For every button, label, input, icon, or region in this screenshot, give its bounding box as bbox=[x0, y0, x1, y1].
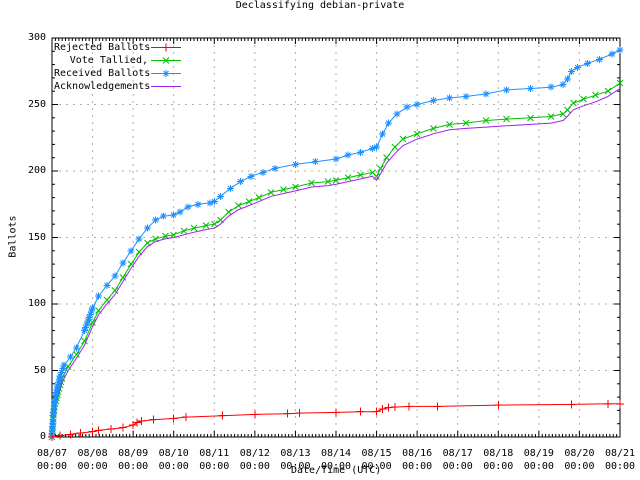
x-tick-time-label: 00:00 bbox=[320, 461, 352, 472]
y-tick-label: 0 bbox=[39, 431, 46, 442]
y-tick-label: 150 bbox=[27, 231, 46, 243]
x-tick-time-label: 00:00 bbox=[158, 461, 189, 472]
y-tick-label: 50 bbox=[33, 364, 46, 376]
x-tick-date-label: 08/18 bbox=[483, 448, 514, 459]
x-tick-time-label: 00:00 bbox=[280, 461, 311, 472]
x-tick-time-label: 00:00 bbox=[118, 461, 149, 472]
x-tick-date-label: 08/20 bbox=[564, 448, 595, 459]
x-tick-time-label: 00:00 bbox=[36, 461, 68, 472]
x-tick-date-label: 08/07 bbox=[36, 448, 68, 459]
x-tick-date-label: 08/13 bbox=[280, 448, 311, 459]
y-tick-label: 200 bbox=[27, 165, 46, 176]
legend-item-rejected-ballots: Rejected Ballots bbox=[54, 42, 151, 53]
y-tick-label: 100 bbox=[27, 298, 46, 309]
x-tick-date-label: 08/21 bbox=[604, 448, 636, 459]
x-tick-time-label: 00:00 bbox=[442, 461, 473, 472]
x-tick-date-label: 08/17 bbox=[442, 448, 473, 459]
x-tick-time-label: 00:00 bbox=[402, 461, 433, 472]
x-tick-time-label: 00:00 bbox=[564, 461, 595, 472]
x-tick-date-label: 08/11 bbox=[199, 448, 230, 459]
legend-item-acknowledgements: Acknowledgements bbox=[54, 81, 151, 92]
x-tick-date-label: 08/12 bbox=[239, 448, 270, 459]
legend-item-vote-tallied: Vote Tallied, bbox=[69, 55, 148, 66]
x-tick-date-label: 08/16 bbox=[402, 448, 433, 459]
x-tick-time-label: 00:00 bbox=[604, 461, 636, 472]
x-tick-time-label: 00:00 bbox=[77, 461, 108, 472]
x-tick-date-label: 08/10 bbox=[158, 448, 189, 459]
x-tick-time-label: 00:00 bbox=[483, 461, 514, 472]
x-tick-date-label: 08/09 bbox=[118, 448, 149, 459]
x-tick-date-label: 08/19 bbox=[523, 448, 554, 459]
y-tick-label: 250 bbox=[27, 98, 46, 110]
y-tick-label: 300 bbox=[27, 32, 46, 43]
x-tick-date-label: 08/08 bbox=[77, 448, 108, 459]
x-tick-time-label: 00:00 bbox=[361, 461, 392, 472]
legend-item-received-ballots: Received Ballots bbox=[54, 68, 151, 79]
x-tick-date-label: 08/14 bbox=[320, 448, 352, 459]
x-tick-time-label: 00:00 bbox=[523, 461, 554, 472]
x-tick-time-label: 00:00 bbox=[199, 461, 230, 472]
x-tick-date-label: 08/15 bbox=[361, 448, 392, 459]
chart-title: Declassifying debian-private bbox=[235, 0, 405, 11]
x-tick-time-label: 00:00 bbox=[239, 461, 270, 472]
x-axis-label: Date/Time (UTC) bbox=[291, 465, 382, 476]
